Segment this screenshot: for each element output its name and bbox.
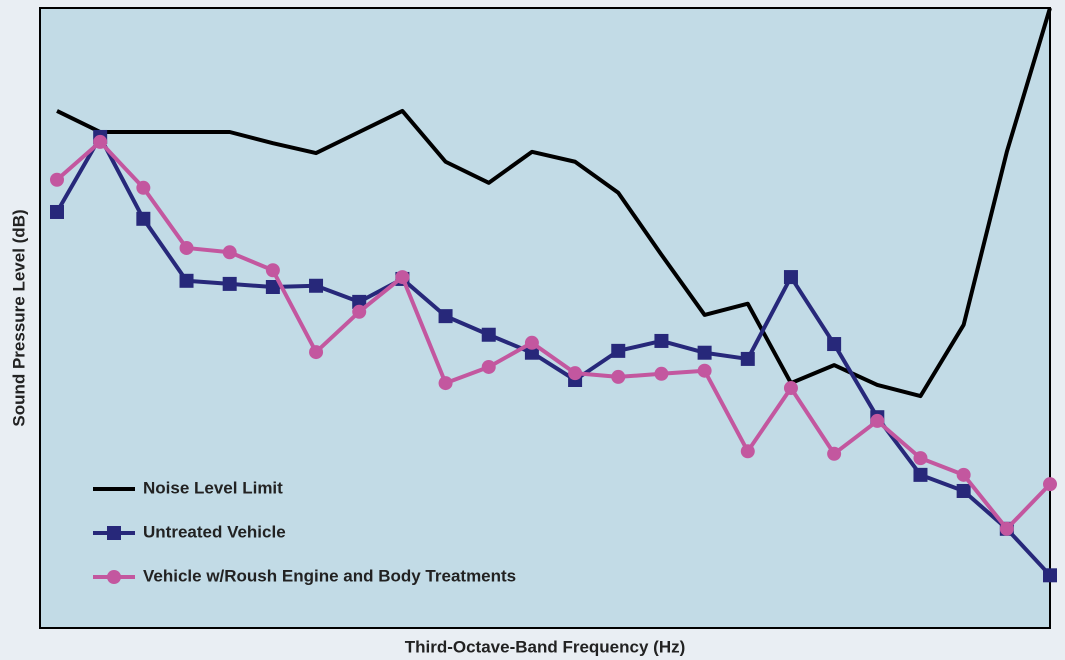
marker: [352, 294, 367, 309]
marker: [827, 446, 842, 461]
legend-marker: [107, 526, 121, 540]
marker: [136, 211, 151, 226]
marker: [50, 204, 64, 219]
legend-label: Untreated Vehicle: [143, 522, 286, 541]
marker: [611, 369, 626, 384]
marker: [913, 451, 928, 466]
marker: [654, 366, 669, 381]
y-axis-label: Sound Pressure Level (dB): [9, 209, 28, 426]
marker: [481, 327, 496, 342]
x-axis-label: Third-Octave-Band Frequency (Hz): [405, 637, 686, 656]
marker: [654, 333, 669, 348]
marker: [222, 276, 237, 291]
legend-marker: [107, 570, 121, 584]
marker: [783, 381, 798, 396]
marker: [697, 345, 712, 360]
marker: [395, 270, 410, 285]
marker: [309, 345, 324, 360]
marker: [179, 273, 194, 288]
marker: [783, 270, 798, 285]
series-line: [56, 7, 1052, 399]
series-line: [55, 139, 1052, 531]
marker: [740, 444, 755, 459]
marker: [568, 366, 583, 381]
marker: [913, 467, 928, 482]
marker: [93, 134, 108, 149]
marker: [222, 245, 237, 260]
plot-area: [39, 7, 1051, 629]
marker: [697, 363, 712, 378]
marker: [524, 345, 539, 360]
marker: [265, 263, 280, 278]
legend-label: Noise Level Limit: [143, 478, 283, 497]
marker: [956, 467, 971, 482]
marker: [438, 376, 453, 391]
marker: [999, 521, 1014, 536]
marker: [740, 351, 755, 366]
marker: [827, 337, 842, 352]
legend-label: Vehicle w/Roush Engine and Body Treatmen…: [143, 566, 516, 585]
marker: [524, 335, 539, 350]
marker: [611, 343, 626, 358]
marker: [870, 413, 885, 428]
marker: [265, 280, 280, 294]
marker: [309, 278, 324, 293]
marker: [179, 240, 194, 255]
marker: [1043, 568, 1057, 583]
marker: [1043, 477, 1057, 492]
marker: [481, 359, 496, 374]
marker: [136, 180, 151, 195]
marker: [50, 172, 64, 187]
marker: [352, 304, 367, 319]
marker: [438, 309, 453, 324]
marker: [956, 483, 971, 498]
